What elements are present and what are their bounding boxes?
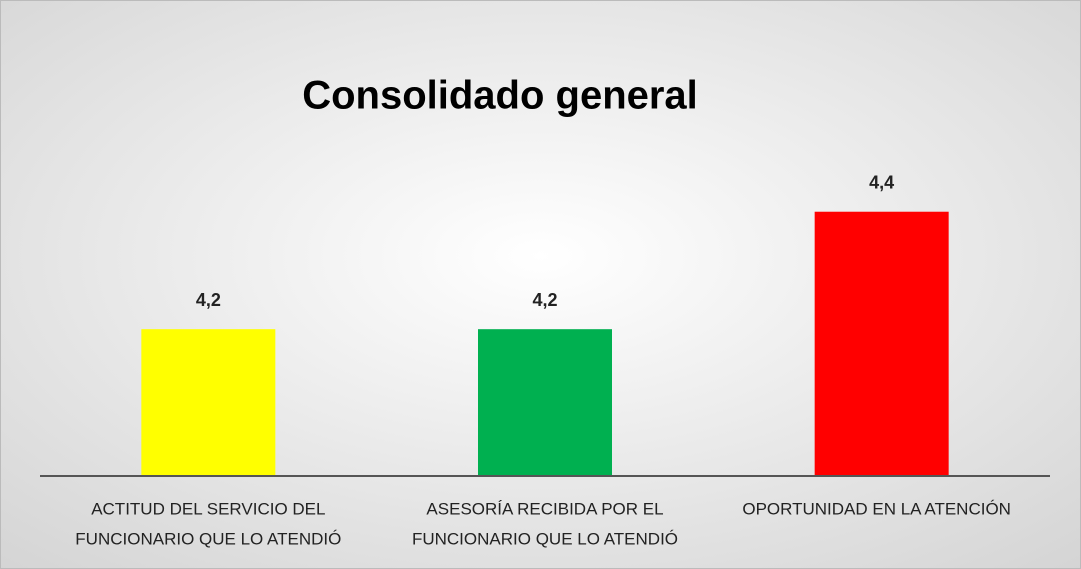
data-label: 4,2	[532, 290, 557, 310]
x-tick-label: FUNCIONARIO QUE LO ATENDIÓ	[412, 529, 678, 548]
bar	[814, 211, 949, 476]
x-tick-label: OPORTUNIDAD EN LA ATENCIÓN	[742, 499, 1011, 518]
bar	[478, 329, 612, 476]
x-tick-label: ASESORÍA RECIBIDA POR EL	[426, 499, 663, 518]
data-label: 4,4	[869, 172, 894, 192]
x-tick-label: FUNCIONARIO QUE LO ATENDIÓ	[75, 529, 341, 548]
data-label: 4,2	[196, 290, 221, 310]
chart-title: Consolidado general	[302, 74, 698, 118]
bar	[141, 329, 276, 476]
x-tick-label: ACTITUD DEL SERVICIO DEL	[91, 499, 325, 518]
